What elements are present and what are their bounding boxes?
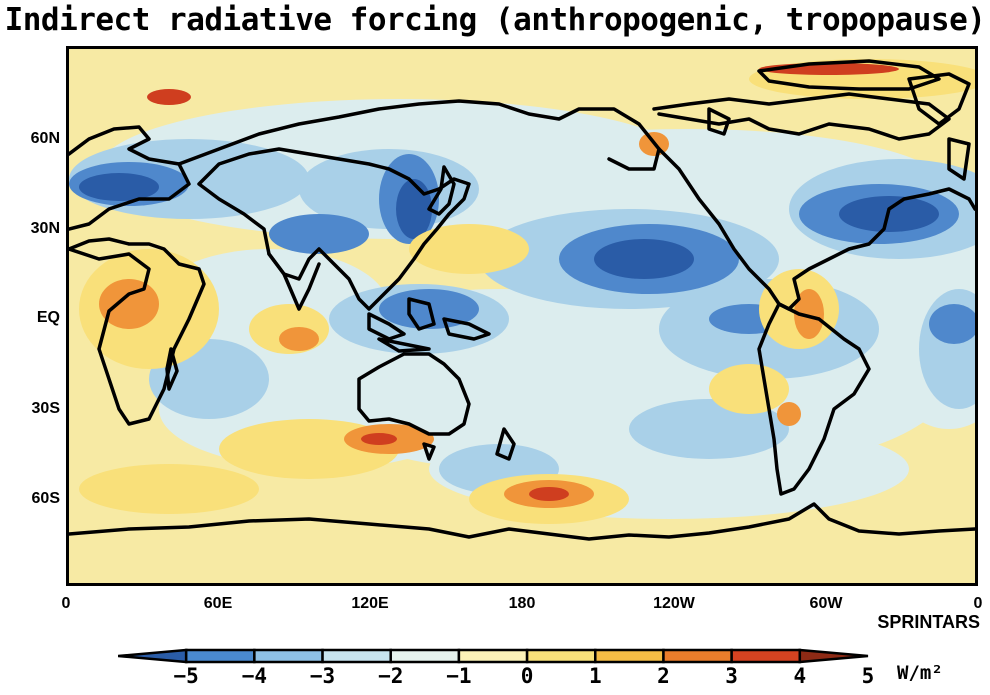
lon-label-120w: 120W [653, 595, 695, 612]
lon-label-120e: 120E [351, 595, 389, 612]
map-title: Indirect radiative forcing (anthropogeni… [4, 2, 986, 38]
lat-label-eq: EQ [36, 309, 60, 326]
colorbar-cell [594, 648, 665, 664]
colorbar-cell [389, 648, 461, 664]
lat-label-30s: 30S [31, 400, 60, 417]
lat-label-60n: 60N [30, 130, 60, 147]
colorbar [118, 648, 869, 664]
colorbar-cell [321, 648, 392, 664]
colorbar-arrow-high [798, 648, 869, 664]
colorbar-units: W/m² [897, 662, 943, 684]
field-orange-regions [99, 132, 824, 508]
lon-label-60e: 60E [203, 595, 233, 612]
colorbar-tick-label: 1 [588, 664, 602, 688]
colorbar-tick-label: 3 [725, 664, 738, 688]
colorbar-tick-label: −5 [173, 664, 199, 688]
colorbar-tick-label: 0 [520, 664, 534, 688]
colorbar-cell [184, 648, 256, 664]
forcing-map [66, 46, 978, 586]
colorbar-tick-label: 4 [793, 664, 807, 688]
colorbar-cell [525, 648, 597, 664]
lon-label-0: 0 [61, 595, 71, 612]
model-label: SPRINTARS [877, 612, 980, 632]
field-blue-regions [69, 154, 975, 344]
colorbar-cell [730, 648, 802, 664]
lon-label-180: 180 [508, 595, 536, 612]
colorbar-cell [457, 648, 529, 664]
lon-label-0-east: 0 [973, 595, 983, 612]
colorbar-tick-label: 2 [657, 664, 670, 688]
colorbar-cells [118, 648, 869, 664]
colorbar-tick-label: −1 [446, 664, 472, 688]
field-red-regions [147, 63, 899, 501]
colorbar-tick-label: 5 [861, 664, 875, 688]
forcing-field [69, 49, 975, 583]
lon-label-60w: 60W [809, 595, 843, 612]
colorbar-cell [662, 648, 733, 664]
colorbar-arrow-low [118, 648, 188, 664]
colorbar-cell [253, 648, 324, 664]
lat-label-30n: 30N [30, 220, 60, 237]
colorbar-tick-label: −3 [309, 664, 336, 688]
colorbar-tick-label: −2 [378, 664, 404, 688]
colorbar-tick-label: −4 [241, 664, 267, 688]
coastlines [69, 59, 975, 541]
lat-label-60s: 60S [31, 490, 60, 507]
